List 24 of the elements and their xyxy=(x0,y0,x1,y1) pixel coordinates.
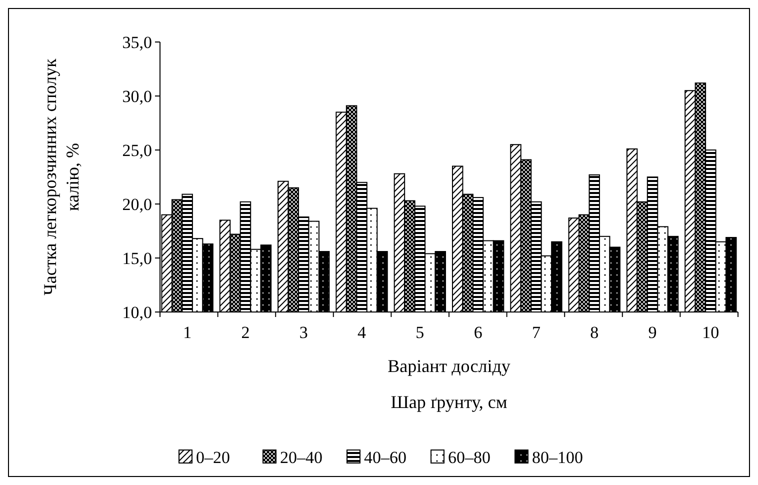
legend-label: 0–20 xyxy=(196,448,230,467)
legend-label: 40–60 xyxy=(364,448,406,467)
y-tick-label: 30,0 xyxy=(122,86,152,106)
legend-label: 20–40 xyxy=(280,448,322,467)
y-axis-title: Частка легкорозчинних сполук калію, % xyxy=(40,58,82,296)
legend-title: Шар ґрунту, см xyxy=(390,392,508,412)
y-tick-label: 35,0 xyxy=(122,32,152,52)
x-tick-label: 1 xyxy=(183,323,192,342)
x-tick-label: 3 xyxy=(299,323,308,342)
x-tick-label: 10 xyxy=(702,323,720,342)
legend-label: 80–100 xyxy=(532,448,583,467)
y-tick-label: 10,0 xyxy=(122,302,152,322)
y-tick-label: 20,0 xyxy=(122,194,152,214)
x-axis-title: Варіант досліду xyxy=(388,356,510,376)
x-tick-label: 9 xyxy=(648,323,657,342)
y-tick-label: 15,0 xyxy=(122,248,152,268)
x-tick-label: 8 xyxy=(590,323,599,342)
y-tick-label: 25,0 xyxy=(122,140,152,160)
legend-label: 60–80 xyxy=(448,448,490,467)
x-tick-label: 4 xyxy=(358,323,367,342)
x-tick-label: 2 xyxy=(241,323,250,342)
x-tick-label: 5 xyxy=(416,323,424,342)
x-tick-label: 7 xyxy=(532,323,541,342)
x-tick-label: 6 xyxy=(474,323,482,342)
